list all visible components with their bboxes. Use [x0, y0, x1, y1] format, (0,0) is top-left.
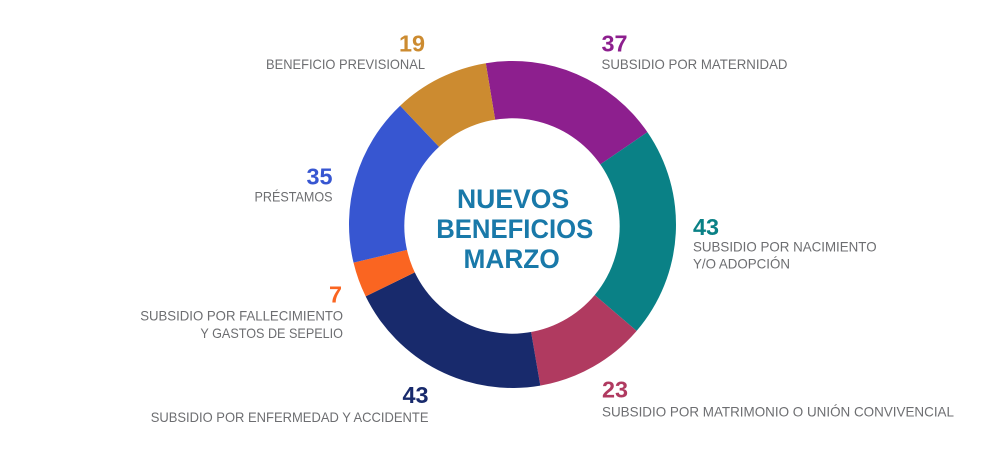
svg-text:43: 43 — [693, 214, 719, 240]
svg-text:BENEFICIO PREVISIONAL: BENEFICIO PREVISIONAL — [266, 56, 425, 72]
svg-text:Y/O ADOPCIÓN: Y/O ADOPCIÓN — [693, 256, 790, 272]
svg-text:23: 23 — [602, 376, 628, 402]
svg-text:SUBSIDIO POR MATERNIDAD: SUBSIDIO POR MATERNIDAD — [602, 56, 788, 72]
svg-text:PRÉSTAMOS: PRÉSTAMOS — [255, 189, 333, 205]
svg-text:SUBSIDIO POR ENFERMEDAD Y ACCI: SUBSIDIO POR ENFERMEDAD Y ACCIDENTE — [151, 409, 429, 425]
svg-text:37: 37 — [602, 30, 628, 56]
svg-text:BENEFICIOS: BENEFICIOS — [436, 214, 593, 244]
svg-text:43: 43 — [402, 382, 428, 408]
svg-text:NUEVOS: NUEVOS — [457, 184, 569, 214]
svg-text:19: 19 — [399, 30, 425, 56]
svg-text:35: 35 — [306, 163, 332, 189]
svg-text:7: 7 — [329, 282, 342, 308]
svg-text:SUBSIDIO POR MATRIMONIO O UNIÓ: SUBSIDIO POR MATRIMONIO O UNIÓN CONVIVEN… — [602, 403, 954, 419]
svg-text:SUBSIDIO POR FALLECIMIENTO: SUBSIDIO POR FALLECIMIENTO — [140, 308, 343, 324]
svg-text:Y GASTOS DE SEPELIO: Y GASTOS DE SEPELIO — [200, 325, 343, 341]
svg-text:SUBSIDIO POR NACIMIENTO: SUBSIDIO POR NACIMIENTO — [693, 239, 877, 255]
svg-text:MARZO: MARZO — [464, 244, 560, 274]
